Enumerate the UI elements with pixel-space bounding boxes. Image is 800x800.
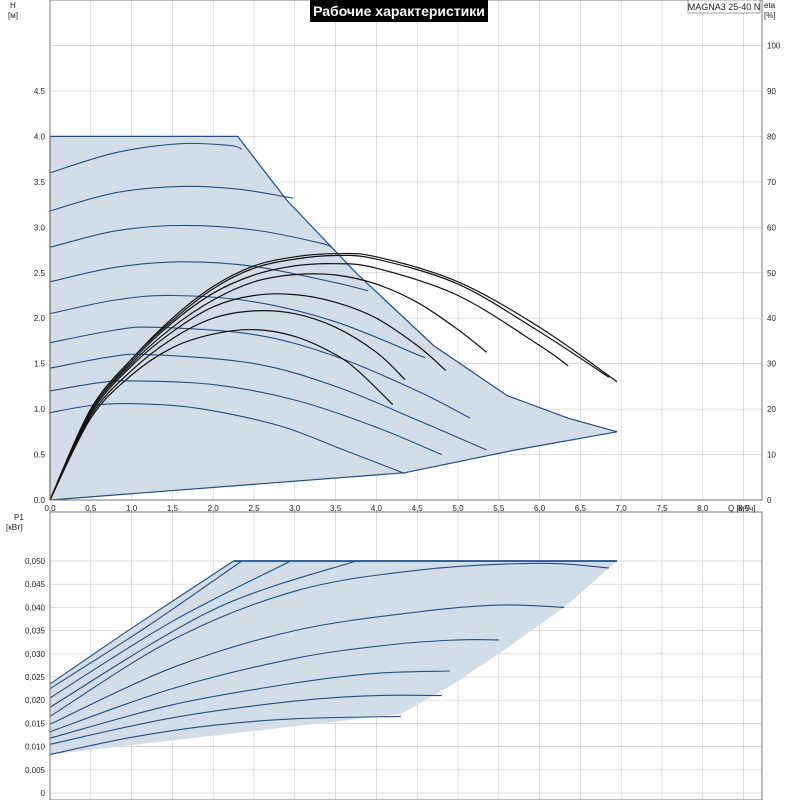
p1-curve-9 (49, 715, 401, 756)
p1-tick-0: 0 (41, 789, 46, 798)
eta-curve-14 (49, 310, 406, 501)
h-curve-2 (49, 224, 332, 248)
model-label: MAGNA3 25-40 N (688, 2, 761, 12)
h-curve-8 (49, 402, 406, 475)
eta-curve-10 (49, 254, 610, 501)
eta-tick-9: 90 (767, 87, 776, 96)
h-curve-4 (49, 294, 426, 359)
x-tick-5: 2,5 (248, 504, 260, 513)
axis-ticks: 0,0 0,5 1,0 1,5 2,0 2,5 3,0 3,5 4,0 4,5 5,0 5,5 6,0 6… (25, 42, 781, 799)
x-tick-17: 8,5 (738, 504, 750, 513)
eta-tick-8: 80 (767, 132, 776, 141)
eta-tick-3: 30 (767, 360, 776, 369)
p1-tick-4: 0,020 (25, 696, 46, 705)
h-tick-8: 4.0 (34, 132, 46, 141)
p1-tick-8: 0,040 (25, 603, 46, 612)
eta-curve-13 (49, 293, 447, 501)
bottom-plot-curves (49, 560, 618, 756)
eta-axis-unit: [%] (764, 11, 776, 20)
p1-tick-2: 0,010 (25, 743, 46, 752)
p1-curve-8 (49, 694, 442, 745)
eta-curve-11 (49, 263, 569, 501)
h-curve-0 (49, 142, 243, 174)
p1-tick-3: 0,015 (25, 719, 46, 728)
h-curve-1 (49, 185, 294, 212)
p1-axis-label: P1 (14, 513, 24, 522)
p1-tick-1: 0,005 (25, 766, 46, 775)
top-plot-curves (49, 135, 618, 501)
p1-tick-9: 0,045 (25, 580, 46, 589)
h-operating-area (49, 135, 618, 501)
p1-curve-0 (49, 560, 234, 685)
p1-curve-3 (49, 560, 357, 708)
top-plot-frame (49, 0, 763, 501)
x-tick-10: 5,0 (452, 504, 464, 513)
x-tick-16: 8,0 (697, 504, 709, 513)
h-curve-5 (49, 326, 471, 419)
x-tick-7: 3,5 (330, 504, 342, 513)
q-axis-label: Q [м³/ч] (728, 504, 755, 513)
p1-curve-7 (49, 670, 450, 739)
p1-operating-area (50, 561, 618, 755)
eta-tick-1: 10 (767, 451, 776, 460)
x-tick-3: 1,5 (167, 504, 179, 513)
bottom-plot-frame (49, 511, 763, 800)
h-tick-7: 3.5 (34, 178, 46, 187)
eta-tick-7: 70 (767, 178, 776, 187)
p1-curve-5 (49, 604, 565, 725)
h-tick-4: 2.0 (34, 314, 46, 323)
p1-tick-7: 0,035 (25, 627, 46, 636)
h-axis-unit: [м] (8, 11, 18, 20)
chart-title: Рабочие характеристики (313, 3, 485, 19)
eta-curve-15 (49, 328, 394, 501)
h-tick-1: 0.5 (34, 451, 46, 460)
x-tick-4: 2,0 (208, 504, 220, 513)
x-tick-11: 5,5 (493, 504, 505, 513)
x-tick-1: 0,5 (85, 504, 97, 513)
p1-axis-unit: [кВт] (6, 523, 23, 532)
x-tick-6: 3,0 (289, 504, 301, 513)
x-tick-14: 7,0 (616, 504, 628, 513)
h-tick-2: 1.0 (34, 405, 46, 414)
eta-tick-2: 20 (767, 405, 776, 414)
x-tick-15: 7,5 (656, 504, 668, 513)
p1-tick-6: 0,030 (25, 650, 46, 659)
eta-tick-4: 40 (767, 314, 776, 323)
h-axis-label: H (10, 1, 16, 10)
p1-curve-6 (49, 638, 499, 733)
h-tick-9: 4.5 (34, 87, 46, 96)
h-tick-6: 3.0 (34, 223, 46, 232)
top-plot-grid (49, 0, 762, 501)
eta-tick-0: 0 (767, 496, 772, 505)
x-tick-2: 1,0 (126, 504, 138, 513)
eta-tick-10: 100 (767, 42, 781, 51)
h-curve-7 (49, 380, 442, 456)
p1-tick-5: 0,025 (25, 673, 46, 682)
h-tick-5: 2.5 (34, 269, 46, 278)
h-curve-6 (49, 353, 487, 451)
p1-curve-2 (49, 560, 291, 699)
p1-tick-10: 0,050 (25, 557, 46, 566)
p1-curve-4 (49, 562, 610, 717)
title-background (310, 0, 488, 22)
eta-curve-12 (49, 273, 487, 501)
x-tick-13: 6,5 (575, 504, 587, 513)
model-box (687, 0, 761, 14)
x-tick-12: 6,0 (534, 504, 546, 513)
h-tick-0: 0.0 (34, 496, 46, 505)
h-tick-3: 1.5 (34, 360, 46, 369)
x-tick-8: 4,0 (371, 504, 383, 513)
eta-tick-5: 50 (767, 269, 776, 278)
x-tick-0: 0,0 (44, 504, 56, 513)
x-tick-9: 4,5 (412, 504, 424, 513)
p1-curve-1 (49, 560, 243, 690)
eta-tick-6: 60 (767, 223, 776, 232)
h-curve-3 (49, 261, 369, 292)
eta-axis-label: eta (764, 1, 776, 10)
